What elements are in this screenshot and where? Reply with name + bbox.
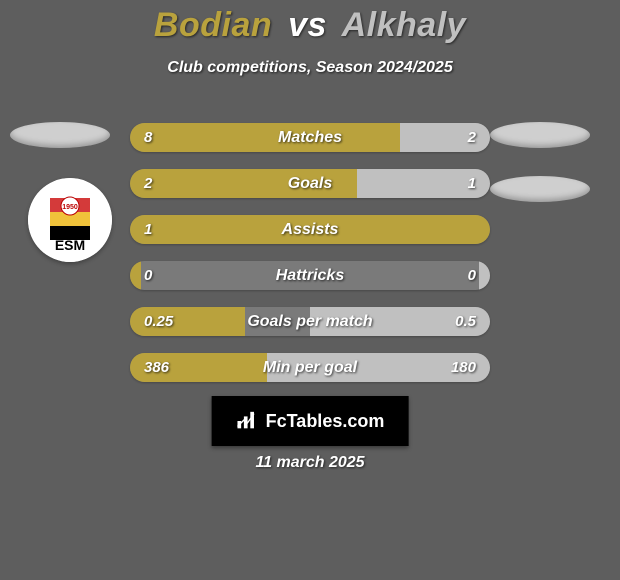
stat-value-left: 0 — [130, 261, 166, 290]
club-badge-svg: 1950 ESM — [28, 178, 112, 262]
chart-icon — [236, 410, 258, 432]
stat-value-right: 1 — [454, 169, 490, 198]
player2-name: Alkhaly — [342, 6, 466, 44]
stat-bars: 82Matches21Goals1Assists00Hattricks0.250… — [130, 123, 490, 399]
player2-placeholder-ellipse-2 — [490, 176, 590, 202]
stat-value-right: 180 — [437, 353, 490, 382]
stat-row: 82Matches — [130, 123, 490, 152]
stat-row: 0 0Hattricks — [130, 261, 490, 290]
stat-value-right: 0 — [454, 261, 490, 290]
stat-row: 21Goals — [130, 169, 490, 198]
source-badge[interactable]: FcTables.com — [212, 396, 409, 446]
player1-name: Bodian — [154, 6, 272, 44]
club-badge: 1950 ESM — [28, 178, 112, 262]
stat-value-left: 8 — [130, 123, 166, 152]
stat-value-right: 2 — [454, 123, 490, 152]
stat-value-left: 2 — [130, 169, 166, 198]
stat-bar-left — [130, 123, 400, 152]
stat-label: Hattricks — [130, 261, 490, 290]
date: 11 march 2025 — [0, 454, 620, 472]
player1-placeholder-ellipse — [10, 122, 110, 148]
svg-text:1950: 1950 — [62, 204, 78, 211]
stat-row: 0.250.5Goals per match — [130, 307, 490, 336]
source-text: FcTables.com — [266, 411, 385, 432]
stat-value-left: 1 — [130, 215, 166, 244]
stat-value-right — [462, 215, 490, 244]
title: Bodian vs Alkhaly — [0, 6, 620, 45]
subtitle: Club competitions, Season 2024/2025 — [0, 59, 620, 77]
stat-value-left: 0.25 — [130, 307, 187, 336]
player2-placeholder-ellipse-1 — [490, 122, 590, 148]
stat-row: 1Assists — [130, 215, 490, 244]
stat-row: 386180Min per goal — [130, 353, 490, 382]
stat-bar-left — [130, 215, 490, 244]
svg-text:ESM: ESM — [55, 237, 85, 253]
title-vs: vs — [288, 6, 327, 44]
stat-value-right: 0.5 — [441, 307, 490, 336]
comparison-card: Bodian vs Alkhaly Club competitions, Sea… — [0, 0, 620, 580]
stat-value-left: 386 — [130, 353, 183, 382]
